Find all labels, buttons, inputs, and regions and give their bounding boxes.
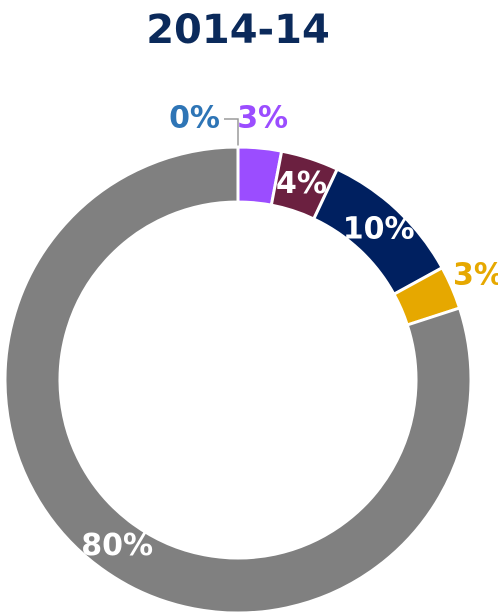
data-label: 80% xyxy=(81,528,153,563)
data-label: 0% xyxy=(169,101,220,136)
data-label: 10% xyxy=(343,212,415,247)
chart-title: 2014-14 xyxy=(146,7,330,53)
data-label: 3% xyxy=(453,257,498,292)
leader-line xyxy=(224,118,239,147)
data-label: 3% xyxy=(237,101,288,136)
data-label: 4% xyxy=(276,166,327,201)
donut-segment xyxy=(3,145,473,615)
